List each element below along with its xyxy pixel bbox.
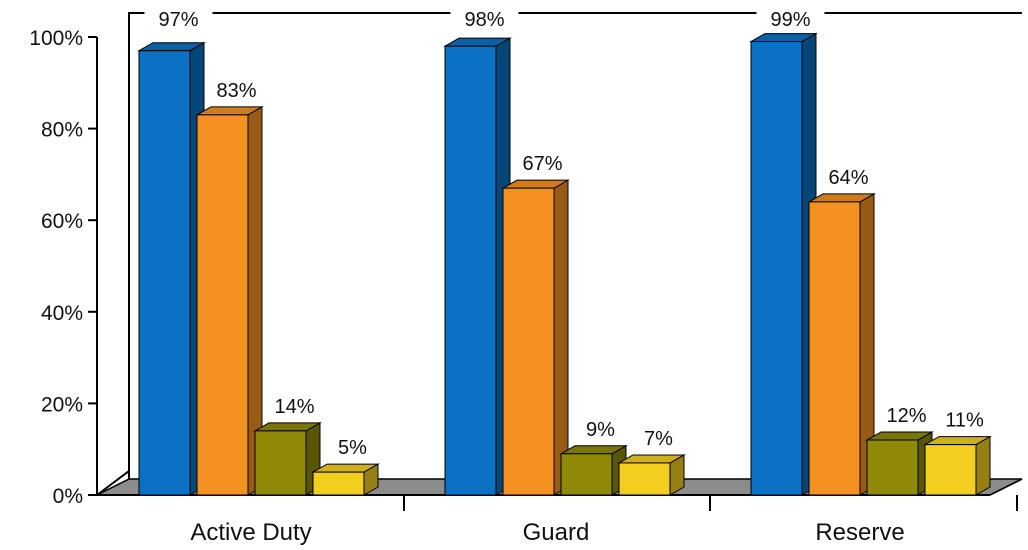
bar — [618, 462, 671, 496]
data-label: 14% — [274, 396, 314, 418]
x-category-label: Active Duty — [190, 519, 311, 546]
data-label: 7% — [644, 428, 673, 450]
data-label: 98% — [464, 9, 504, 31]
bar — [808, 201, 861, 496]
data-label: 64% — [828, 167, 868, 189]
y-tick-label: 0% — [53, 485, 83, 508]
bar — [444, 45, 497, 496]
bar — [866, 439, 919, 496]
bar — [312, 471, 365, 496]
bar — [502, 187, 555, 496]
bar — [138, 50, 191, 496]
bar — [560, 453, 613, 496]
x-axis-end-edge — [989, 478, 1023, 496]
data-label: 12% — [886, 405, 926, 427]
data-label: 83% — [216, 80, 256, 102]
x-category-label: Guard — [523, 519, 590, 546]
data-label-background — [450, 6, 519, 32]
bar — [254, 430, 307, 496]
x-category-label: Reserve — [815, 519, 904, 546]
y-tick-label: 40% — [41, 302, 83, 325]
bar — [750, 41, 803, 496]
data-label: 99% — [770, 9, 810, 31]
data-label: 5% — [338, 437, 367, 459]
y-tick-label: 20% — [41, 393, 83, 416]
bar — [924, 444, 977, 496]
y-tick-label: 60% — [41, 210, 83, 233]
bar — [196, 114, 249, 496]
y-tick-label: 80% — [41, 119, 83, 142]
data-label: 67% — [522, 153, 562, 175]
bar-side — [553, 179, 569, 496]
data-label: 11% — [945, 410, 984, 432]
data-label-background — [756, 6, 825, 32]
data-label-background — [144, 6, 213, 32]
data-label: 97% — [158, 9, 198, 31]
bar-side — [975, 435, 991, 496]
y-tick-label: 100% — [29, 27, 83, 50]
data-label: 9% — [586, 419, 615, 441]
